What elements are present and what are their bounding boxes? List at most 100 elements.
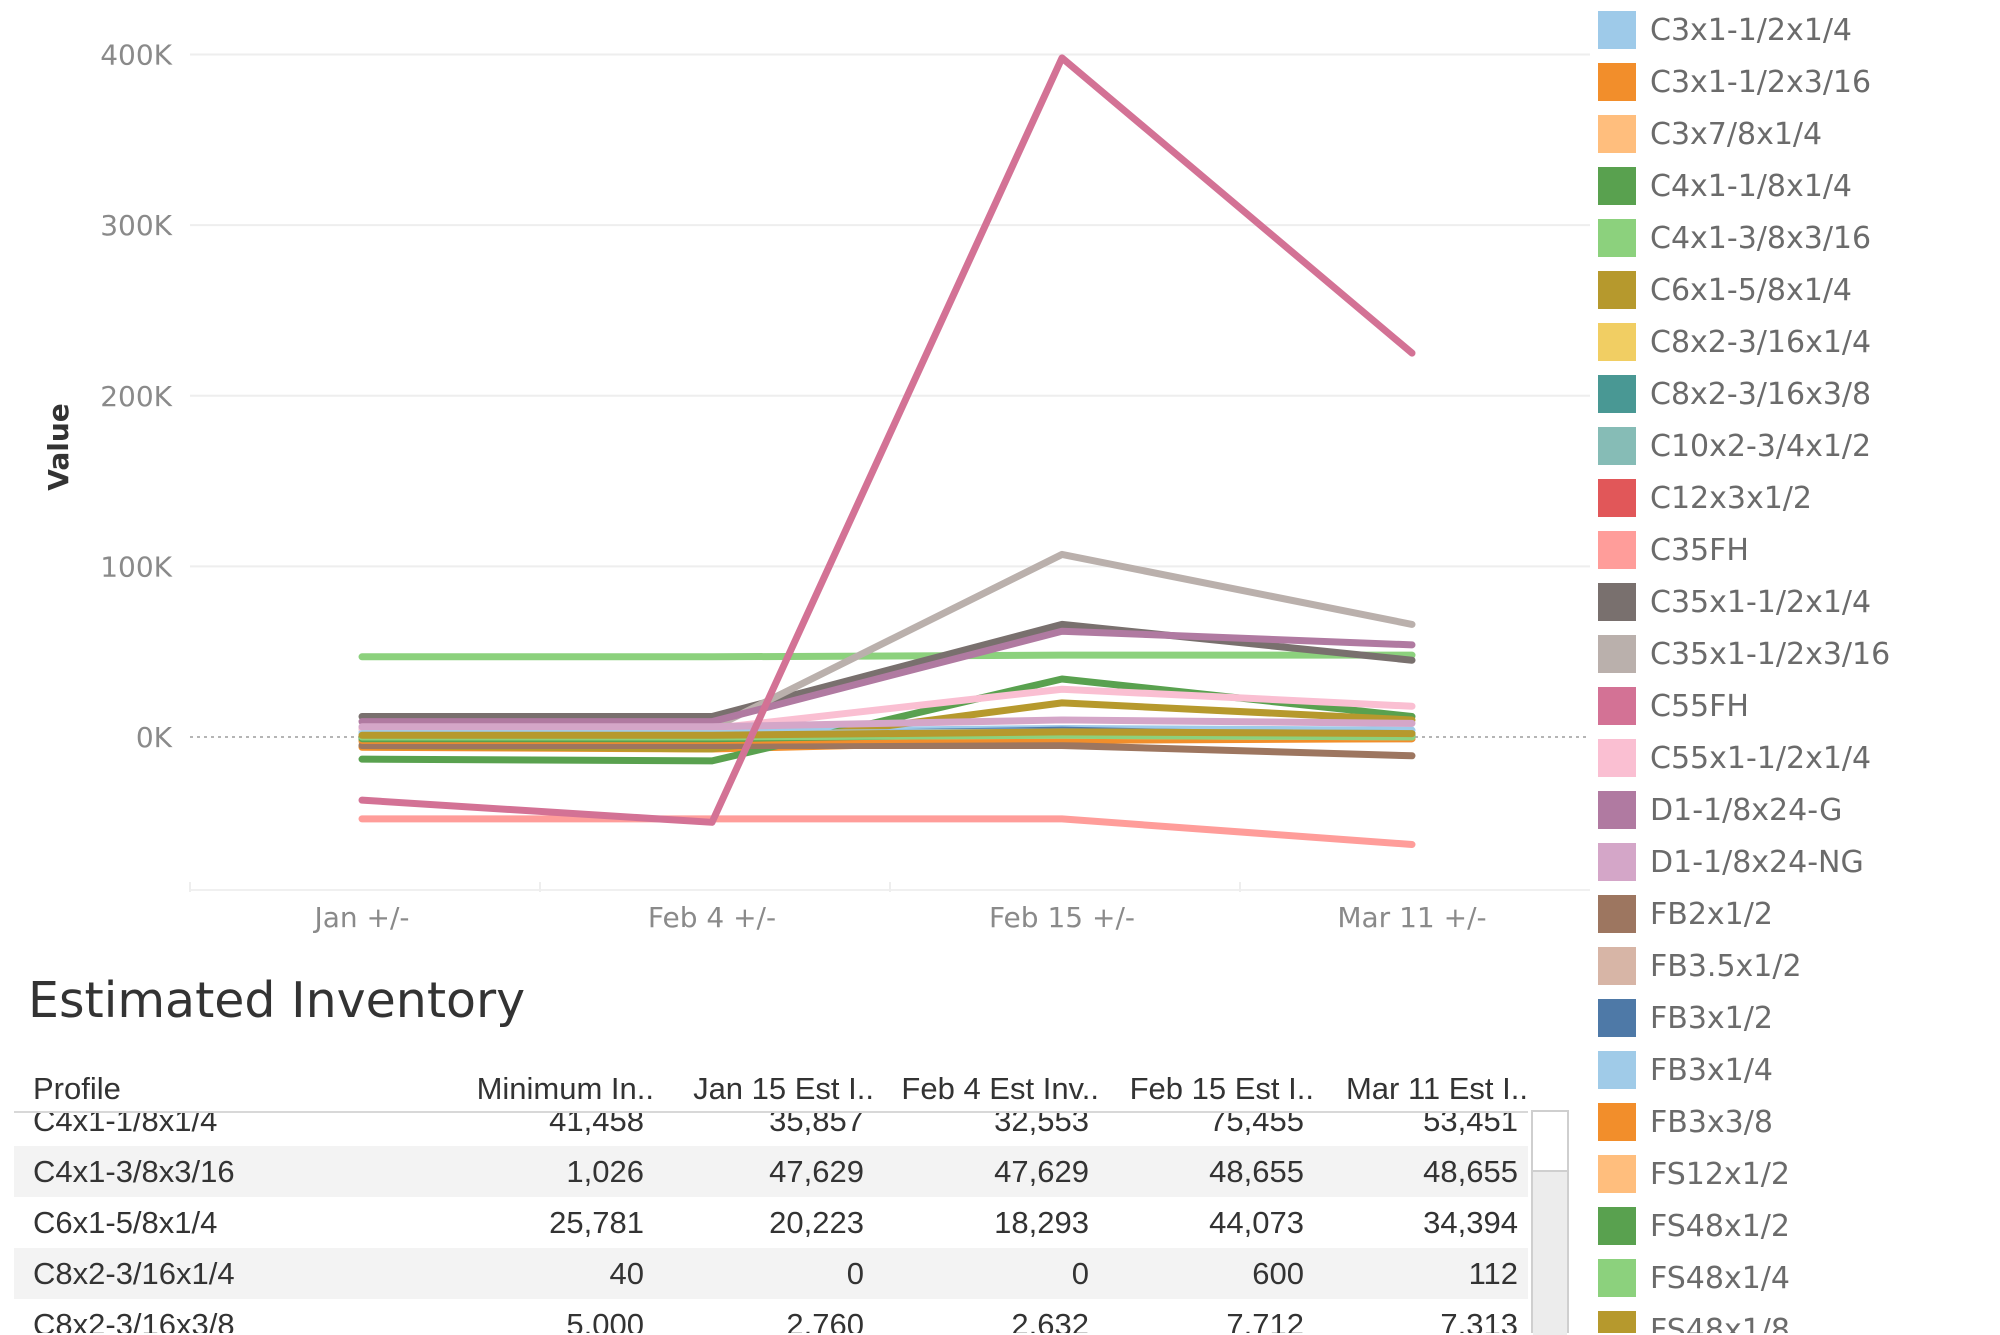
series-line[interactable] <box>358 651 1416 661</box>
table-row[interactable]: C8x2-3/16x3/8 5,000 2,760 2,632 7,712 7,313 <box>14 1299 1528 1333</box>
legend-swatch <box>1598 479 1636 517</box>
legend-swatch <box>1598 895 1636 933</box>
legend-swatch <box>1598 1259 1636 1297</box>
table-title: Estimated Inventory <box>28 972 526 1029</box>
y-tick-label: 300K <box>100 209 172 242</box>
legend-item[interactable]: FS48x1/4 <box>1598 1252 1790 1304</box>
x-tick-label: Jan +/- <box>312 901 409 934</box>
series-line[interactable] <box>358 815 1416 848</box>
legend-label: C8x2-3/16x3/8 <box>1650 376 1872 412</box>
table-row[interactable]: C4x1-3/8x3/16 1,026 47,629 47,629 48,655 48,6… <box>14 1146 1528 1197</box>
column-header[interactable]: Feb 4 Est Inv.. <box>901 1071 1099 1106</box>
table-row[interactable]: C8x2-3/16x1/4 40 0 0 600 112 <box>14 1248 1528 1299</box>
y-tick-label: 0K <box>136 721 173 754</box>
column-header[interactable]: Mar 11 Est I.. <box>1345 1071 1528 1106</box>
legend-label: C6x1-5/8x1/4 <box>1650 272 1853 308</box>
table-row[interactable]: C6x1-5/8x1/4 25,781 20,223 18,293 44,073 34,3… <box>14 1197 1528 1248</box>
legend-label: FB2x1/2 <box>1650 896 1773 932</box>
legend-item[interactable]: C4x1-3/8x3/16 <box>1598 212 1871 264</box>
legend-label: FB3x1/2 <box>1650 1000 1773 1036</box>
legend-swatch <box>1598 999 1636 1037</box>
legend-label: C3x1-1/2x3/16 <box>1650 64 1872 100</box>
legend-item[interactable]: C55FH <box>1598 680 1749 732</box>
legend-swatch <box>1598 323 1636 361</box>
value-cell: 600 <box>1252 1256 1304 1291</box>
series-line[interactable] <box>358 620 1416 721</box>
value-cell: 40 <box>609 1256 644 1291</box>
value-cell: 1,026 <box>566 1154 644 1189</box>
legend-label: FS12x1/2 <box>1650 1156 1790 1192</box>
legend-label: C8x2-3/16x1/4 <box>1650 324 1872 360</box>
legend-swatch <box>1598 687 1636 725</box>
legend-swatch <box>1598 11 1636 49</box>
legend-item[interactable]: C8x2-3/16x3/8 <box>1598 368 1871 420</box>
value-cell: 47,629 <box>994 1154 1089 1189</box>
legend-item[interactable]: FB3x3/8 <box>1598 1096 1773 1148</box>
value-cell: 25,781 <box>549 1205 644 1240</box>
value-cell: 7,712 <box>1226 1307 1304 1333</box>
value-cell: 0 <box>1071 1256 1089 1291</box>
legend-label: FS48x1/2 <box>1650 1208 1790 1244</box>
legend-label: D1-1/8x24-G <box>1650 792 1843 828</box>
value-cell: 44,073 <box>1209 1205 1304 1240</box>
legend-swatch <box>1598 739 1636 777</box>
legend-item[interactable]: FS48x1/2 <box>1598 1200 1790 1252</box>
value-cell: 2,632 <box>1011 1307 1089 1333</box>
legend-swatch <box>1598 1155 1636 1193</box>
scrollbar-thumb[interactable] <box>1533 1170 1567 1335</box>
legend-item[interactable]: C8x2-3/16x1/4 <box>1598 316 1871 368</box>
legend-item[interactable]: C35x1-1/2x3/16 <box>1598 628 1890 680</box>
legend-item[interactable]: C6x1-5/8x1/4 <box>1598 264 1852 316</box>
column-header[interactable]: Feb 15 Est I.. <box>1129 1071 1314 1106</box>
value-cell: 47,629 <box>769 1154 864 1189</box>
legend-item[interactable]: D1-1/8x24-G <box>1598 784 1842 836</box>
series-line[interactable] <box>358 728 1416 739</box>
legend-swatch <box>1598 1103 1636 1141</box>
legend-label: FB3x1/4 <box>1650 1052 1773 1088</box>
series-line[interactable] <box>358 627 1416 726</box>
column-header[interactable]: Minimum In.. <box>476 1071 654 1106</box>
series-line[interactable] <box>358 54 1416 826</box>
legend-item[interactable]: C10x2-3/4x1/2 <box>1598 420 1871 472</box>
legend-item[interactable]: C55x1-1/2x1/4 <box>1598 732 1871 784</box>
legend-item[interactable]: C3x1-1/2x3/16 <box>1598 56 1871 108</box>
series-line[interactable] <box>358 742 1416 760</box>
y-tick-label: 100K <box>100 550 172 583</box>
legend-item[interactable]: C35FH <box>1598 524 1749 576</box>
x-tick-label: Mar 11 +/- <box>1337 901 1486 934</box>
value-cell: 112 <box>1468 1256 1518 1291</box>
value-cell: 2,760 <box>786 1307 864 1333</box>
legend-item[interactable]: C35x1-1/2x1/4 <box>1598 576 1871 628</box>
column-header[interactable]: Profile <box>33 1071 121 1106</box>
legend-label: C35x1-1/2x1/4 <box>1650 584 1872 620</box>
legend-item[interactable]: FB3x1/4 <box>1598 1044 1773 1096</box>
legend-swatch <box>1598 1207 1636 1245</box>
legend-swatch <box>1598 167 1636 205</box>
value-cell: 20,223 <box>769 1205 864 1240</box>
legend-label: FS48x1/4 <box>1650 1260 1790 1296</box>
legend-label: C3x7/8x1/4 <box>1650 116 1823 152</box>
legend-label: C10x2-3/4x1/2 <box>1650 428 1872 464</box>
series-line[interactable] <box>358 716 1416 731</box>
legend-item[interactable]: C3x7/8x1/4 <box>1598 108 1822 160</box>
profile-cell: C4x1-3/8x3/16 <box>33 1154 235 1189</box>
legend-item[interactable]: FB3x1/2 <box>1598 992 1773 1044</box>
table-scrollbar[interactable] <box>1531 1110 1569 1335</box>
legend-item[interactable]: FS12x1/2 <box>1598 1148 1790 1200</box>
legend-label: C35FH <box>1650 532 1749 568</box>
legend-item[interactable]: C3x1-1/2x1/4 <box>1598 4 1852 56</box>
x-tick-label: Feb 15 +/- <box>989 901 1135 934</box>
y-axis-label: Value <box>42 403 75 491</box>
value-cell: 5,000 <box>566 1307 644 1333</box>
legend-item[interactable]: C12x3x1/2 <box>1598 472 1812 524</box>
legend-item[interactable]: FB3.5x1/2 <box>1598 940 1802 992</box>
legend-item[interactable]: FS48x1/8 <box>1598 1304 1790 1333</box>
legend-item[interactable]: C4x1-1/8x1/4 <box>1598 160 1852 212</box>
column-header[interactable]: Jan 15 Est I.. <box>693 1071 874 1106</box>
legend-swatch <box>1598 219 1636 257</box>
legend-item[interactable]: D1-1/8x24-NG <box>1598 836 1864 888</box>
inventory-table: Profile Minimum In.. Jan 15 Est I.. Feb 4 E… <box>14 1065 1528 1333</box>
legend-item[interactable]: FB2x1/2 <box>1598 888 1773 940</box>
legend-label: D1-1/8x24-NG <box>1650 844 1864 880</box>
y-tick-label: 400K <box>100 39 172 72</box>
